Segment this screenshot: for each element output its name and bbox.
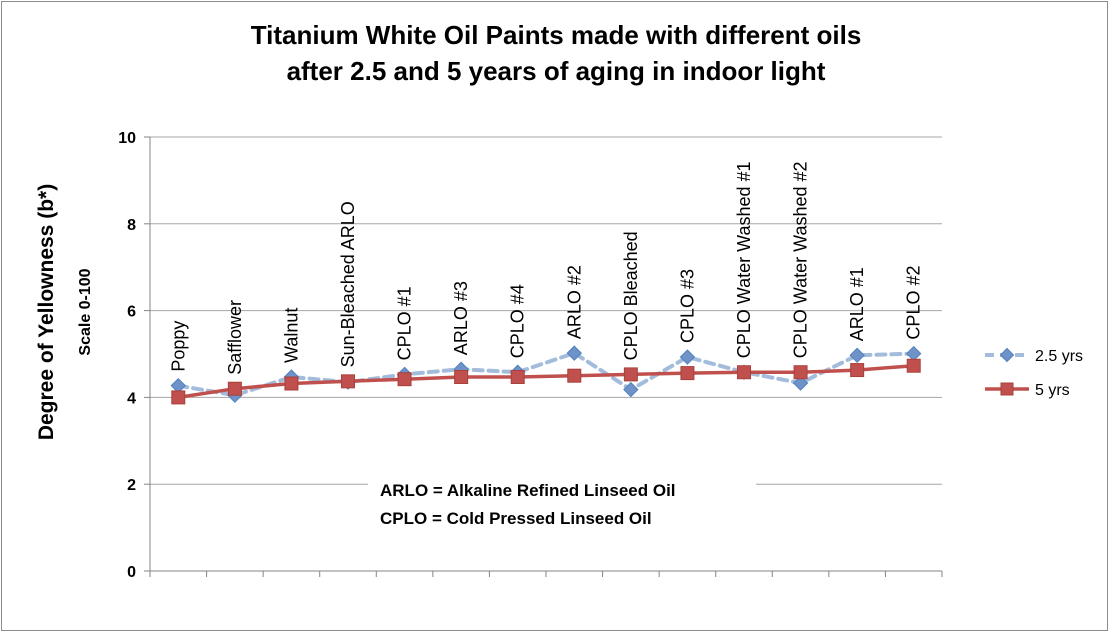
y-axis-sublabel: Scale 0-100: [77, 268, 94, 355]
category-label: CPLO Water Washed #1: [734, 161, 754, 358]
annotation-box: [368, 475, 756, 537]
data-point-square: [227, 381, 242, 396]
data-point-square: [510, 370, 525, 385]
chart-title-line-2: after 2.5 and 5 years of aging in indoor…: [287, 56, 826, 86]
category-label: Safflower: [225, 300, 245, 375]
data-point-diamond: [906, 345, 922, 362]
y-tick-labels: 0 2 4 6 8 10: [118, 130, 136, 581]
chart-title-line-1: Titanium White Oil Paints made with diff…: [251, 20, 862, 50]
data-point-square: [454, 370, 469, 385]
series-line-2-5-yrs: [176, 351, 916, 398]
y-axis-label: Degree of Yellowness (b*): [35, 184, 58, 440]
data-point-diamond: [679, 349, 696, 365]
data-point-square: [906, 358, 921, 373]
y-tick-label: 4: [127, 390, 136, 407]
category-label: ARLO #2: [564, 265, 584, 339]
data-point-diamond: [623, 381, 639, 398]
annotation-arlo: ARLO = Alkaline Refined Linseed Oil: [380, 481, 676, 500]
y-tick-label: 6: [127, 304, 136, 321]
category-label: CPLO #3: [677, 269, 697, 343]
data-point-square: [284, 376, 299, 391]
legend-marker-diamond: [999, 347, 1015, 363]
category-labels: Poppy Safflower Walnut Sun-Bleached ARLO CPL…: [168, 161, 923, 374]
category-label: ARLO #3: [451, 281, 471, 355]
category-label: ARLO #1: [847, 267, 867, 341]
y-tick-label: 8: [127, 217, 136, 234]
data-point-square: [680, 366, 695, 381]
annotation-cplo: CPLO = Cold Pressed Linseed Oil: [380, 509, 652, 528]
data-point-square: [850, 363, 865, 378]
data-point-square: [341, 374, 355, 389]
category-label: CPLO Bleached: [621, 231, 641, 360]
series-layer: [170, 345, 922, 405]
data-point-diamond: [566, 345, 582, 361]
legend-marker-square: [1000, 382, 1014, 396]
category-label: CPLO Water Washed #2: [791, 161, 811, 358]
data-point-square: [171, 390, 186, 405]
y-tick-label: 2: [127, 477, 136, 494]
category-label: CPLO #1: [395, 286, 415, 360]
category-label: Poppy: [168, 321, 188, 372]
data-point-diamond: [792, 375, 809, 391]
y-tick-label: 0: [127, 564, 136, 581]
grid-layer: [150, 136, 942, 485]
category-label: CPLO #4: [508, 284, 528, 358]
axis-layer: [144, 136, 943, 577]
data-point-square: [567, 368, 582, 383]
category-label: CPLO #2: [904, 266, 924, 340]
data-point-diamond: [849, 347, 865, 364]
data-point-square: [793, 365, 808, 380]
y-tick-label: 10: [118, 130, 136, 147]
data-point-square: [623, 367, 638, 382]
legend: 2.5 yrs 5 yrs: [985, 347, 1083, 399]
category-label: Walnut: [281, 308, 301, 363]
series-line-5-yrs: [176, 363, 916, 400]
category-label: Sun-Bleached ARLO: [338, 201, 358, 367]
legend-label: 5 yrs: [1035, 382, 1070, 399]
legend-label: 2.5 yrs: [1035, 348, 1083, 365]
data-point-square: [397, 372, 412, 387]
data-point-square: [737, 365, 751, 380]
